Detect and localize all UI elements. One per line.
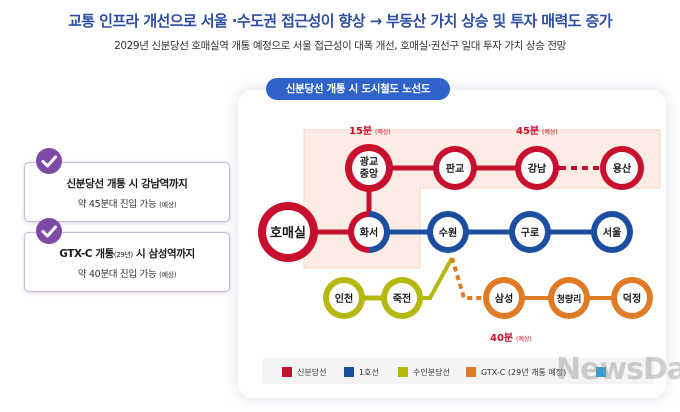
info-card-sinbundang: 신분당선 개통 시 강남역까지 약 45분대 진입 가능 (예상) bbox=[24, 162, 230, 222]
svg-text:(예상): (예상) bbox=[516, 335, 532, 343]
svg-text:신분당선: 신분당선 bbox=[297, 367, 326, 377]
legend-item-line1: 1호선 bbox=[344, 367, 379, 377]
station-suwon: 수원 bbox=[427, 211, 469, 253]
subheadline: 2029년 신분당선 호매실역 개통 예정으로 서울 접근성이 대폭 개선, 호… bbox=[114, 40, 566, 52]
route-map-title: 신분당선 개통 시 도시철도 노선도 bbox=[266, 78, 450, 100]
legend-item-gtxc: GTX-C (29년 개통 예정) bbox=[466, 367, 566, 377]
svg-text:서울: 서울 bbox=[603, 226, 621, 239]
time-label-45: 45분 (예상) bbox=[516, 125, 558, 137]
svg-text:1호선: 1호선 bbox=[359, 368, 379, 377]
station-hwaseo: 화서 bbox=[348, 211, 390, 253]
legend-item-suin: 수인분당선 bbox=[398, 367, 450, 377]
station-jukjeon: 죽전 bbox=[381, 277, 423, 319]
headline: 교통 인프라 개선으로 서울 ·수도권 접근성이 향상 → 부동산 가치 상승 … bbox=[68, 12, 612, 30]
svg-text:화서: 화서 bbox=[360, 226, 378, 239]
card-title: 신분당선 개통 시 강남역까지 bbox=[66, 178, 188, 190]
svg-text:수인분당선: 수인분당선 bbox=[413, 367, 450, 377]
svg-text:덕정: 덕정 bbox=[623, 292, 641, 305]
svg-text:강남: 강남 bbox=[528, 162, 547, 175]
station-deokjeong: 덕정 bbox=[611, 277, 653, 319]
svg-text:GTX-C (29년 개통 예정): GTX-C (29년 개통 예정) bbox=[481, 367, 566, 377]
station-gwanggyo: 광교 중앙 bbox=[345, 144, 393, 192]
svg-text:(예상): (예상) bbox=[375, 128, 391, 136]
station-incheon: 인천 bbox=[323, 277, 365, 319]
legend-item-sinbundang: 신분당선 bbox=[282, 367, 326, 377]
time-label-15: 15분 (예상) bbox=[349, 125, 391, 137]
legend: 신분당선 1호선 수인분당선 GTX-C (29년 개통 예정) bbox=[262, 358, 654, 384]
card-desc: 약 40분대 진입 가능 (예상) bbox=[77, 269, 177, 280]
card-title: GTX-C 개통(29년) 시 삼성역까지 bbox=[59, 248, 195, 260]
svg-text:인천: 인천 bbox=[335, 292, 353, 305]
card-desc: 약 45분대 진입 가능 (예상) bbox=[77, 199, 177, 210]
svg-text:(예상): (예상) bbox=[542, 128, 558, 136]
legend-item-other bbox=[596, 367, 606, 377]
line-gtxc bbox=[450, 257, 636, 300]
svg-text:구로: 구로 bbox=[521, 227, 539, 239]
check-icon bbox=[36, 218, 62, 244]
svg-text:45분: 45분 bbox=[516, 125, 539, 137]
svg-text:중앙: 중앙 bbox=[360, 168, 379, 180]
svg-text:청량리: 청량리 bbox=[557, 293, 582, 305]
svg-text:죽전: 죽전 bbox=[393, 292, 411, 305]
info-card-gtxc: GTX-C 개통(29년) 시 삼성역까지 약 40분대 진입 가능 (예상) bbox=[24, 232, 230, 292]
svg-text:용산: 용산 bbox=[613, 162, 632, 175]
svg-text:수원: 수원 bbox=[439, 226, 457, 239]
station-gangnam: 강남 bbox=[515, 146, 559, 190]
time-label-40: 40분 (예상) bbox=[490, 332, 532, 344]
station-pangyo: 판교 bbox=[433, 146, 477, 190]
svg-text:15분: 15분 bbox=[349, 125, 372, 137]
station-seoul: 서울 bbox=[591, 211, 633, 253]
svg-text:40분: 40분 bbox=[490, 332, 513, 344]
svg-text:호매실: 호매실 bbox=[270, 225, 306, 241]
station-cheongnyangni: 청량리 bbox=[548, 277, 590, 319]
station-guro: 구로 bbox=[509, 211, 551, 253]
svg-text:판교: 판교 bbox=[446, 162, 464, 175]
svg-text:광교: 광교 bbox=[360, 156, 378, 168]
check-icon bbox=[36, 148, 62, 174]
station-homaesil: 호매실 bbox=[258, 202, 318, 262]
svg-text:삼성: 삼성 bbox=[495, 292, 513, 305]
watermark-logo: NewsDa bbox=[556, 352, 680, 387]
station-samseong: 삼성 bbox=[483, 277, 525, 319]
station-yongsan: 용산 bbox=[600, 146, 644, 190]
